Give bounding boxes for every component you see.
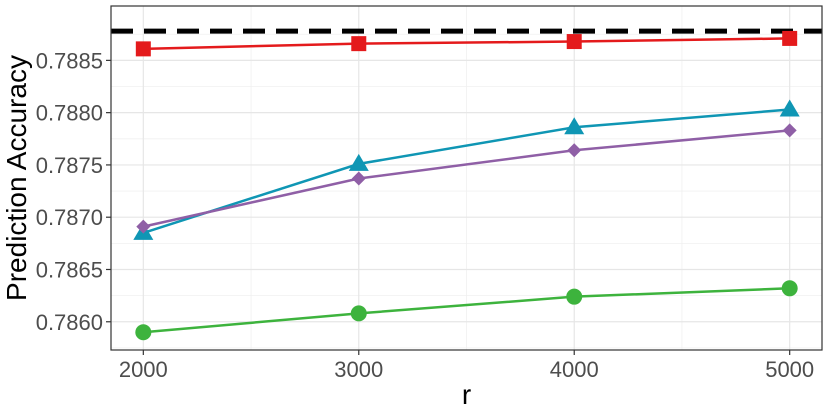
series-line xyxy=(143,287,790,334)
y-tick-label: 0.7880 xyxy=(36,101,103,126)
x-tick-label: 4000 xyxy=(550,357,599,382)
x-tick-label: 2000 xyxy=(119,357,168,382)
y-tick-label: 0.7875 xyxy=(36,153,103,178)
series-diamond xyxy=(136,123,797,234)
data-point xyxy=(782,123,797,138)
y-tick-label: 0.7885 xyxy=(36,48,103,73)
y-tick-label: 0.7865 xyxy=(36,257,103,282)
y-tick-label: 0.7870 xyxy=(36,205,103,230)
x-axis: 2000 3000 4000 5000 xyxy=(119,350,814,382)
series-line xyxy=(143,129,790,228)
data-point xyxy=(779,99,800,117)
x-tick-label: 3000 xyxy=(334,357,383,382)
y-tick-label: 0.7860 xyxy=(36,310,103,335)
data-point xyxy=(564,117,585,135)
data-point xyxy=(135,324,152,341)
data-point xyxy=(351,171,366,186)
data-point xyxy=(136,219,151,234)
plot-border xyxy=(110,5,823,351)
data-point xyxy=(566,34,582,50)
series-group xyxy=(133,30,800,341)
data-point xyxy=(566,288,583,305)
data-point xyxy=(348,153,369,171)
series-square xyxy=(135,30,798,57)
data-point xyxy=(781,280,798,297)
data-point xyxy=(135,41,151,57)
series-line xyxy=(142,108,790,235)
grid-lines xyxy=(111,6,822,350)
series-line xyxy=(143,37,790,51)
data-point xyxy=(351,36,367,52)
y-axis-title: Prediction Accuracy xyxy=(1,55,32,301)
data-point xyxy=(350,305,367,322)
data-point xyxy=(567,143,582,158)
x-tick-label: 5000 xyxy=(765,357,814,382)
x-axis-title: r xyxy=(462,379,471,410)
data-point xyxy=(782,30,798,46)
y-axis: 0.7860 0.7865 0.7870 0.7875 0.7880 0.7885 xyxy=(36,48,111,335)
series-circle xyxy=(135,280,798,341)
